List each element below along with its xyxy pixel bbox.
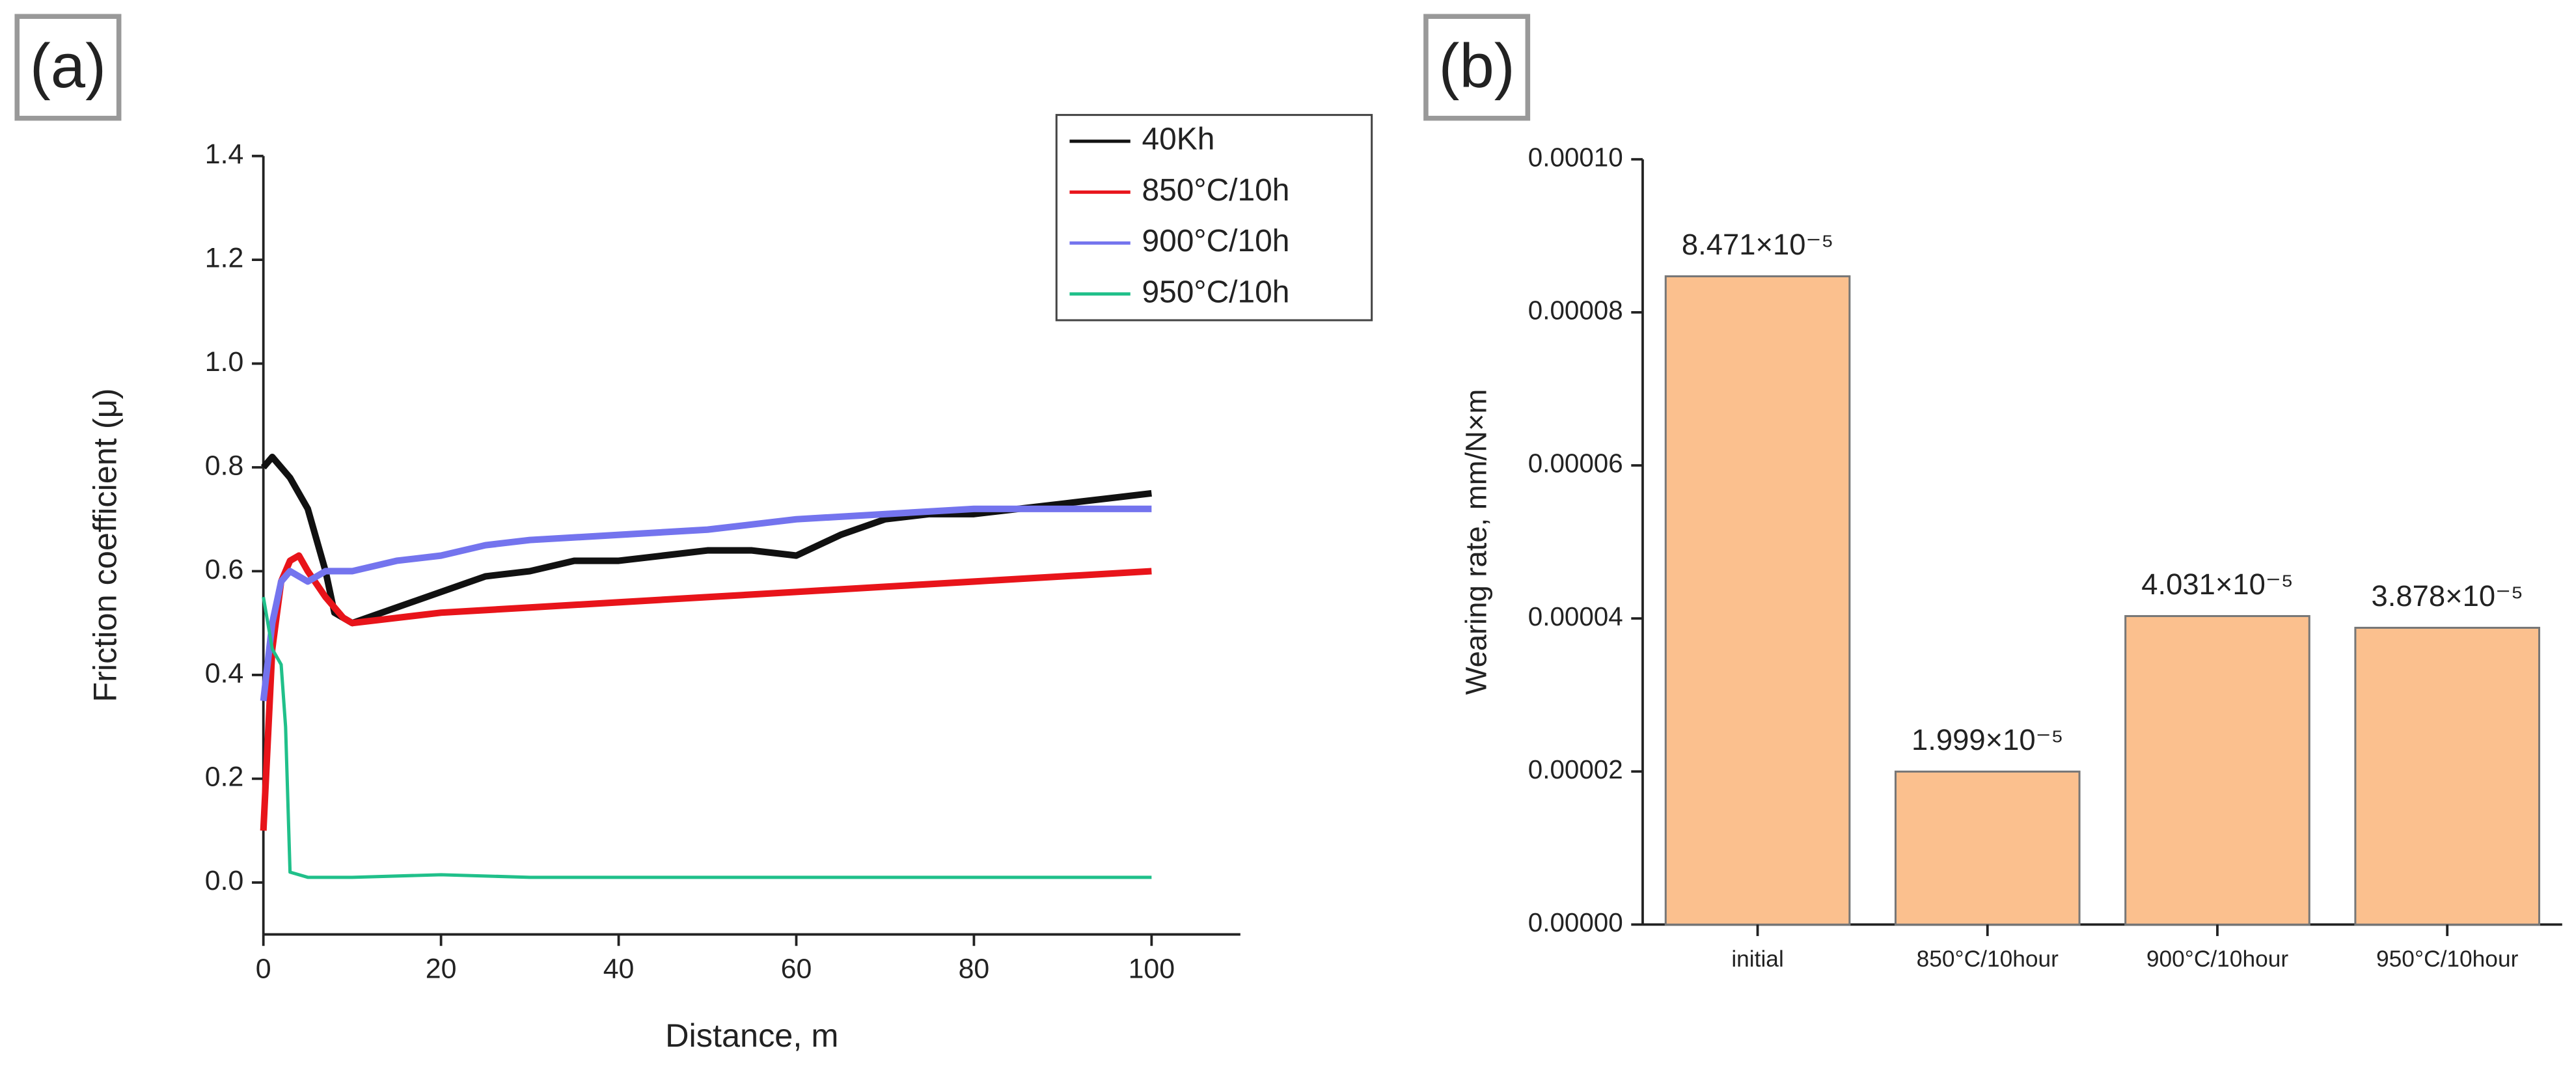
y-tick-label: 0.00002 (1528, 754, 1623, 784)
legend-box (1055, 114, 1373, 322)
y-tick-label: 0.4 (205, 657, 244, 689)
legend-label: 40Kh (1142, 122, 1214, 157)
y-tick-label: 0.00000 (1528, 907, 1623, 937)
x-tick-label: 850°C/10hour (1917, 946, 2059, 972)
series-line (260, 552, 1152, 831)
panel-label: (a) (30, 31, 106, 101)
y-tick-label: 0.0 (205, 865, 244, 896)
y-tick-label: 0.00008 (1528, 296, 1623, 325)
bar (1894, 770, 2081, 926)
legend-label: 900°C/10h (1142, 224, 1289, 258)
x-tick-label: 80 (959, 953, 990, 984)
x-tick-label: 0 (256, 953, 271, 984)
x-tick-label: initial (1731, 946, 1783, 972)
y-axis-title: Wearing rate, mm/N×m (1460, 389, 1493, 695)
x-tick-label: 20 (426, 953, 457, 984)
series-line (262, 596, 1152, 879)
value-label: 4.031×10⁻⁵ (2141, 568, 2293, 601)
x-tick-label: 950°C/10hour (2376, 946, 2519, 972)
x-tick-label: 60 (781, 953, 812, 984)
y-tick-label: 0.00006 (1528, 448, 1623, 478)
y-tick-label: 0.6 (205, 554, 244, 585)
y-tick-label: 0.00010 (1528, 142, 1623, 172)
panel-box (14, 14, 122, 121)
series-line (260, 454, 1152, 627)
bar (2124, 614, 2310, 926)
bar (2354, 626, 2540, 926)
value-label: 3.878×10⁻⁵ (2371, 579, 2523, 613)
y-axis-title: Friction coefficient (μ) (86, 389, 123, 702)
x-tick-label: 900°C/10hour (2146, 946, 2289, 972)
panel-label: (b) (1439, 31, 1515, 101)
y-tick-label: 0.8 (205, 450, 244, 481)
value-label: 1.999×10⁻⁵ (1911, 723, 2063, 756)
x-tick-label: 40 (603, 953, 635, 984)
bar (1664, 275, 1851, 926)
x-axis-title: Distance, m (665, 1017, 838, 1054)
series-line (260, 505, 1152, 702)
x-tick-label: 100 (1129, 953, 1175, 984)
panel-box (1423, 14, 1531, 121)
value-label: 8.471×10⁻⁵ (1682, 228, 1833, 261)
y-tick-label: 1.0 (205, 346, 244, 378)
legend-label: 950°C/10h (1142, 275, 1289, 309)
y-tick-label: 1.4 (205, 139, 244, 170)
y-tick-label: 0.00004 (1528, 601, 1623, 631)
y-tick-label: 0.2 (205, 762, 244, 793)
y-tick-label: 1.2 (205, 242, 244, 273)
legend-label: 850°C/10h (1142, 173, 1289, 208)
